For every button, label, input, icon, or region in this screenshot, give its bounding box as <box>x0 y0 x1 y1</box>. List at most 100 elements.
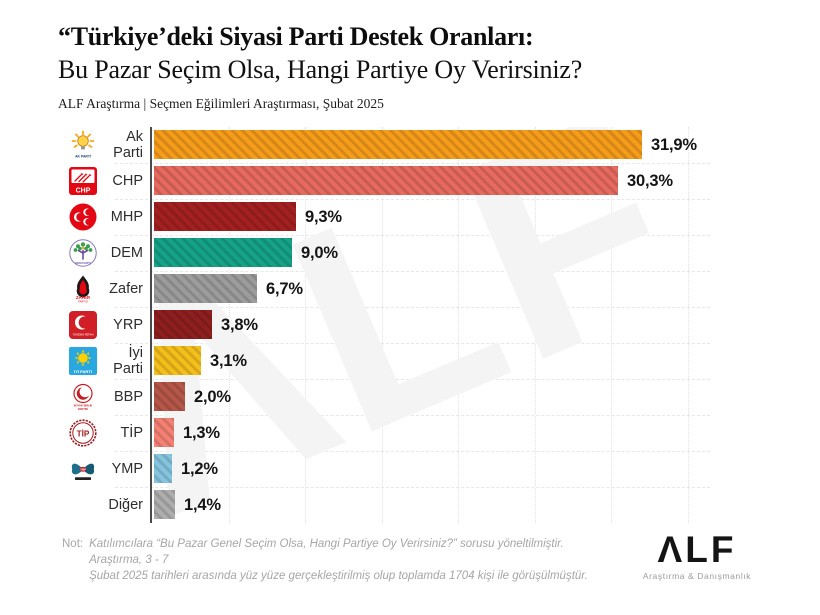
row-separator <box>115 379 710 380</box>
bar-track: 9,3% <box>152 199 710 235</box>
bar-track: 30,3% <box>152 163 710 199</box>
party-row-mhp: MHP 9,3% <box>62 199 710 235</box>
bar-track: 1,4% <box>152 487 710 523</box>
svg-text:YMP: YMP <box>80 468 86 472</box>
bar-rows: AK PARTİ Ak Parti 31,9% CHP CHP 30,3% MHP 9,3… <box>62 127 710 523</box>
party-label: Zafer <box>109 281 143 297</box>
iyi-sun-logo-icon: İYİ PARTİ <box>68 346 98 376</box>
vertical-gridline <box>687 127 689 523</box>
party-bar <box>154 454 172 483</box>
row-separator <box>115 307 710 308</box>
tip-ring-logo-icon: TİP <box>68 418 98 448</box>
bbp-crescent-logo-icon: BÜYÜK BİRLİK PARTİSİ <box>68 382 98 412</box>
page-subtitle: ALF Araştırma | Seçmen Eğilimleri Araştı… <box>58 96 384 111</box>
party-label: BBP <box>113 389 143 405</box>
svg-text:YENİDEN REFAH: YENİDEN REFAH <box>73 332 94 337</box>
party-label: Diğer <box>108 497 143 513</box>
alf-logo-tagline: Araştırma & Danışmanlık <box>642 571 752 581</box>
party-row-dem: DEM PARTİ DEM 9,0% <box>62 235 710 271</box>
page-title-line2: Bu Pazar Seçim Olsa, Hangi Partiye Oy Ve… <box>58 55 583 84</box>
party-bar <box>154 166 618 195</box>
party-value-label: 9,0% <box>301 243 338 262</box>
party-row-diger: Diğer 1,4% <box>62 487 710 523</box>
party-label: MHP <box>110 209 143 225</box>
bar-chart: ΛLF AK PARTİ Ak Parti 31,9% CHP CHP 30,3% MH… <box>62 127 710 523</box>
bar-track: 1,2% <box>152 451 710 487</box>
no-logo-spacer <box>68 490 98 520</box>
party-bar <box>154 418 174 447</box>
party-value-label: 3,8% <box>221 315 258 334</box>
svg-text:TİP: TİP <box>77 429 90 439</box>
bar-track: 31,9% <box>152 127 710 163</box>
party-value-label: 6,7% <box>266 279 303 298</box>
bar-track: 1,3% <box>152 415 710 451</box>
party-label: YMP <box>111 461 143 477</box>
party-value-label: 31,9% <box>651 135 697 154</box>
row-separator <box>115 451 710 452</box>
footnote-label: Not: <box>62 538 84 550</box>
party-label: İyi Parti <box>113 345 143 377</box>
footnote-line1: Katılımcılara “Bu Pazar Genel Seçim Olsa… <box>89 538 564 566</box>
svg-text:İYİ PARTİ: İYİ PARTİ <box>74 369 92 374</box>
vertical-gridline <box>305 127 306 523</box>
party-label: CHP <box>112 173 143 189</box>
party-row-yrp: YENİDEN REFAH YRP 3,8% <box>62 307 710 343</box>
party-value-label: 30,3% <box>627 171 673 190</box>
party-row-chp: CHP CHP 30,3% <box>62 163 710 199</box>
yrp-crescent-logo-icon: YENİDEN REFAH <box>68 310 98 340</box>
party-value-label: 1,3% <box>183 423 220 442</box>
party-bar <box>154 382 185 411</box>
party-bar <box>154 130 642 159</box>
akparti-lightbulb-logo-icon: AK PARTİ <box>68 130 98 160</box>
row-separator <box>115 271 710 272</box>
svg-text:AK PARTİ: AK PARTİ <box>75 155 91 159</box>
row-separator <box>115 199 710 200</box>
party-label: YRP <box>113 317 143 333</box>
svg-text:PARTİSİ: PARTİSİ <box>78 300 88 303</box>
party-row-akparti: AK PARTİ Ak Parti 31,9% <box>62 127 710 163</box>
party-value-label: 2,0% <box>194 387 231 406</box>
party-bar <box>154 238 292 267</box>
row-separator <box>115 487 710 488</box>
bar-track: 6,7% <box>152 271 710 307</box>
row-separator <box>115 415 710 416</box>
svg-text:PARTİSİ: PARTİSİ <box>78 406 88 411</box>
gridlines <box>62 127 710 523</box>
y-axis-line <box>150 127 152 523</box>
party-bar <box>154 202 296 231</box>
vertical-gridline <box>458 127 459 523</box>
bar-track: 3,8% <box>152 307 710 343</box>
party-bar <box>154 490 175 519</box>
vertical-gridline <box>228 127 230 523</box>
party-row-iyi: İYİ PARTİ İyi Parti 3,1% <box>62 343 710 379</box>
party-row-ymp: YMP YMP 1,2% <box>62 451 710 487</box>
bar-track: 9,0% <box>152 235 710 271</box>
party-bar <box>154 310 212 339</box>
party-label: DEM <box>110 245 143 261</box>
chp-six-arrows-logo-icon: CHP <box>68 166 98 196</box>
footnote-text: Katılımcılara “Bu Pazar Genel Seçim Olsa… <box>89 536 617 584</box>
header: “Türkiye’deki Siyasi Parti Destek Oranla… <box>58 20 768 112</box>
alf-brand-logo: ΛLF Araştırma & Danışmanlık <box>638 529 756 582</box>
svg-text:CHP: CHP <box>76 187 91 194</box>
bar-track: 3,1% <box>152 343 710 379</box>
row-separator <box>115 343 710 344</box>
mhp-three-crescents-logo-icon <box>68 202 98 232</box>
dem-tree-logo-icon: DEM PARTİ <box>68 238 98 268</box>
vertical-gridline <box>381 127 383 523</box>
svg-text:BÜYÜK BİRLİK: BÜYÜK BİRLİK <box>74 403 93 408</box>
party-row-tip: TİP TİP 1,3% <box>62 415 710 451</box>
svg-text:DEM PARTİ: DEM PARTİ <box>75 260 90 265</box>
vertical-gridline <box>534 127 536 523</box>
zafer-flame-logo-icon: ZAFER PARTİSİ <box>68 274 98 304</box>
party-row-zafer: ZAFER PARTİSİ Zafer 6,7% <box>62 271 710 307</box>
party-bar <box>154 346 201 375</box>
alf-logo-text: ΛLF <box>657 529 737 570</box>
footnote: Not: Katılımcılara “Bu Pazar Genel Seçim… <box>62 536 617 584</box>
party-value-label: 3,1% <box>210 351 247 370</box>
vertical-gridline <box>611 127 612 523</box>
bar-track: 2,0% <box>152 379 710 415</box>
party-value-label: 9,3% <box>305 207 342 226</box>
party-bar <box>154 274 257 303</box>
